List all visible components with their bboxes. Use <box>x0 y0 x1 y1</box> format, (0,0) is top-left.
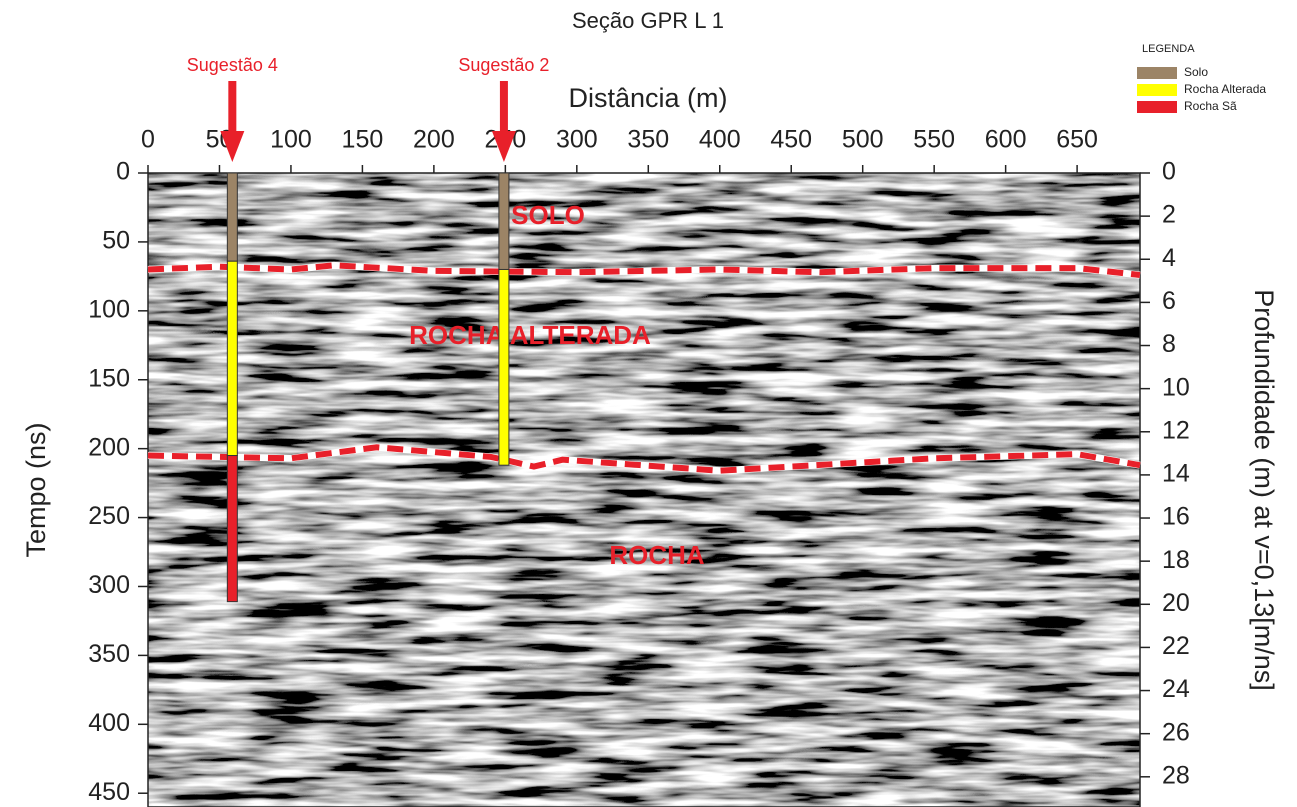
y2-tick-label: 10 <box>1162 373 1190 401</box>
legend-title: LEGENDA <box>1142 43 1195 55</box>
legend-label: Rocha Sã <box>1184 99 1237 113</box>
arrow-head <box>491 131 516 162</box>
zone-label: ROCHA <box>609 540 705 570</box>
y2-tick-label: 20 <box>1162 589 1190 617</box>
y-tick-label: 150 <box>88 364 130 392</box>
x-tick-label: 0 <box>141 126 155 154</box>
x-tick-label: 350 <box>627 126 669 154</box>
x-tick-label: 550 <box>913 126 955 154</box>
legend-label: Rocha Alterada <box>1184 82 1266 96</box>
x-tick-label: 450 <box>770 126 812 154</box>
x-tick-label: 400 <box>699 126 741 154</box>
chart-title: Seção GPR L 1 <box>572 8 724 33</box>
y-tick-label: 100 <box>88 295 130 323</box>
y2-tick-label: 24 <box>1162 675 1190 703</box>
y-tick-label: 250 <box>88 502 130 530</box>
y2-tick-label: 6 <box>1162 287 1176 315</box>
borehole-layer <box>226 455 238 603</box>
y2-tick-label: 18 <box>1162 546 1190 574</box>
legend-swatch <box>1137 67 1177 79</box>
y2-tick-label: 4 <box>1162 244 1176 272</box>
x-tick-label: 150 <box>342 126 384 154</box>
legend-swatch <box>1137 84 1177 96</box>
y2-tick-label: 16 <box>1162 503 1190 531</box>
x-tick-label: 300 <box>556 126 598 154</box>
y-tick-label: 200 <box>88 433 130 461</box>
y2-tick-label: 14 <box>1162 460 1190 488</box>
borehole-label: Sugestão 4 <box>187 55 278 75</box>
y-tick-label: 300 <box>88 571 130 599</box>
x-tick-label: 200 <box>413 126 455 154</box>
y2-tick-label: 28 <box>1162 761 1190 789</box>
y2-tick-label: 12 <box>1162 416 1190 444</box>
zone-label: SOLO <box>511 200 585 230</box>
y2-tick-label: 8 <box>1162 330 1176 358</box>
x-tick-label: 600 <box>985 126 1027 154</box>
interface-line <box>147 444 1141 474</box>
borehole-layer <box>498 268 510 466</box>
plot-frame <box>147 172 1141 807</box>
x-tick-label: 500 <box>842 126 884 154</box>
y2-axis-label: Profundidade (m) at v=0,13[m/ns] <box>1249 289 1279 690</box>
y-tick-label: 450 <box>88 778 130 806</box>
interface-line-halo <box>147 261 1141 279</box>
legend-swatch <box>1137 101 1177 113</box>
borehole-label: Sugestão 2 <box>458 55 549 75</box>
y-tick-label: 0 <box>116 158 130 186</box>
legend-label: Solo <box>1184 65 1208 79</box>
y2-tick-label: 26 <box>1162 718 1190 746</box>
borehole-layer <box>226 260 238 457</box>
borehole-layer <box>498 172 510 270</box>
x-tick-label: 650 <box>1056 126 1098 154</box>
arrow-shaft <box>228 81 237 133</box>
arrow-shaft <box>499 81 508 133</box>
y-axis-label: Tempo (ns) <box>21 422 51 557</box>
zone-label: ROCHA ALTERADA <box>409 320 651 350</box>
y2-tick-label: 2 <box>1162 201 1176 229</box>
x-tick-label: 100 <box>270 126 312 154</box>
y2-tick-label: 0 <box>1162 158 1176 186</box>
arrow-head <box>220 131 245 162</box>
radargram-image <box>148 173 1140 807</box>
y2-tick-label: 22 <box>1162 632 1190 660</box>
y-tick-label: 400 <box>88 709 130 737</box>
x-axis-label: Distância (m) <box>568 83 727 113</box>
borehole-layer <box>226 172 238 262</box>
y-tick-label: 350 <box>88 640 130 668</box>
y-tick-label: 50 <box>102 227 130 255</box>
